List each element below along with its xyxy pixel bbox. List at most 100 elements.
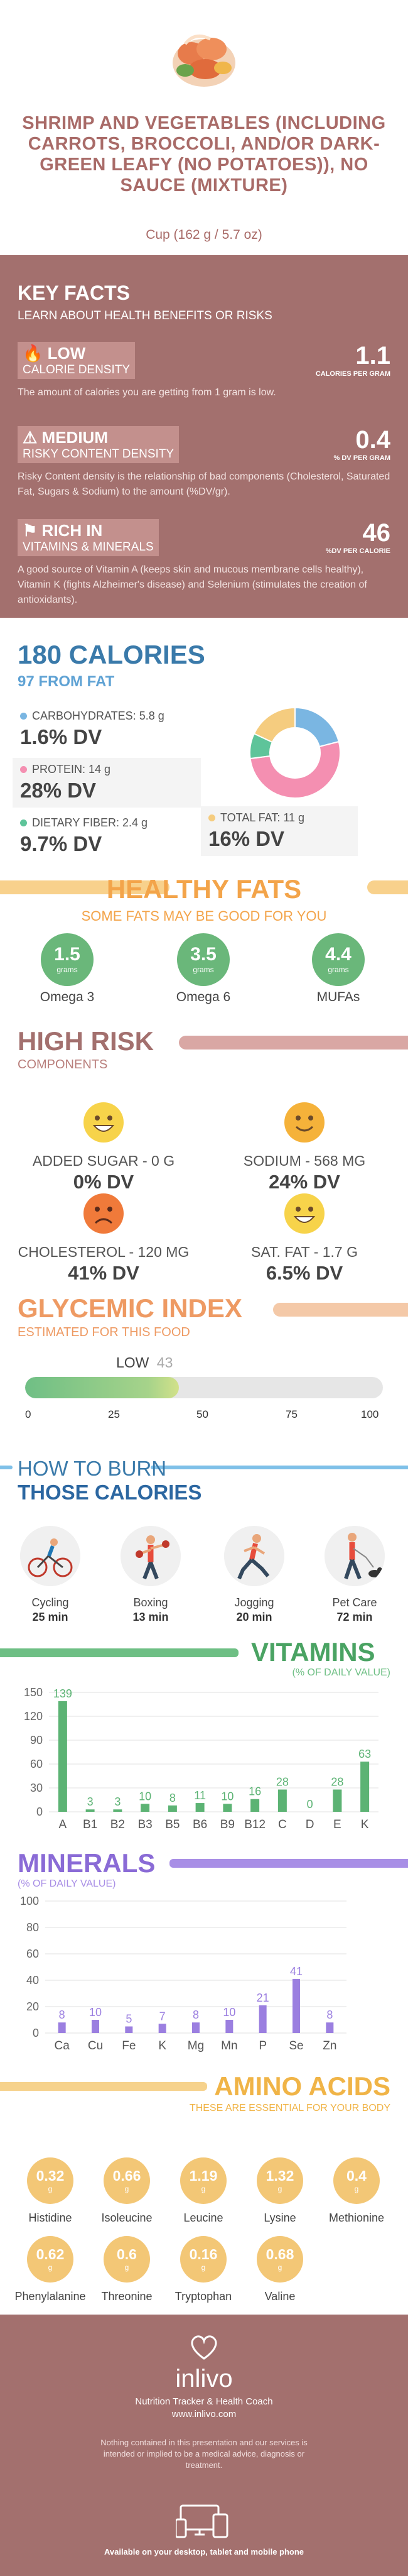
decor-band <box>367 880 408 894</box>
minerals-section: MINERALS (% OF DAILY VALUE) 0 20 40 60 80 100… <box>0 1843 408 2066</box>
amino-value: 1.32 <box>266 2168 294 2184</box>
amino-circle: 0.16 g <box>180 2236 227 2283</box>
key-fact-description: A good source of Vitamin A (keeps skin a… <box>18 564 367 605</box>
fat-name: Omega 6 <box>176 990 231 1004</box>
amino-name: Phenylalanine <box>14 2290 86 2303</box>
amino-title: AMINO ACIDS <box>214 2071 390 2101</box>
bar-value-label: 28 <box>276 1776 289 1789</box>
minerals-subtitle: (% OF DAILY VALUE) <box>18 1878 116 1889</box>
high-risk-subtitle: COMPONENTS <box>18 1058 108 1072</box>
minerals-title: MINERALS <box>18 1848 156 1878</box>
fat-value: 1.5 <box>54 944 80 965</box>
key-fact-description: Risky Content density is the relationshi… <box>18 471 390 497</box>
bar-b1 <box>85 1809 95 1812</box>
bar-fe <box>125 2026 133 2033</box>
decor-band <box>273 1303 408 1317</box>
key-fact-value: 1.1 <box>355 342 390 370</box>
nutrient-carbohydrates: CARBOHYDRATES: 5.8 g 1.6% DV <box>18 704 167 754</box>
fat-value: 3.5 <box>190 944 217 965</box>
y-tick-label: 80 <box>26 1921 39 1934</box>
bar-value-label: 10 <box>89 2006 102 2019</box>
glycemic-value: 43 <box>156 1354 173 1371</box>
activity-cycling: Cycling 25 min <box>9 1526 91 1624</box>
activity-time: 25 min <box>32 1611 68 1623</box>
glycemic-fill <box>25 1377 180 1398</box>
y-tick-label: 20 <box>26 2000 39 2013</box>
heart-logo-icon <box>191 2335 217 2360</box>
amino-name: Methionine <box>328 2212 385 2224</box>
bar-mn <box>225 2020 234 2033</box>
risk-dv: 24% DV <box>269 1171 340 1193</box>
cycling-icon <box>20 1526 80 1586</box>
bar-value-label: 0 <box>307 1798 313 1811</box>
healthy-fats-subtitle: SOME FATS MAY BE GOOD FOR YOU <box>81 908 327 924</box>
amino-acids-section: AMINO ACIDS THESE ARE ESSENTIAL FOR YOUR… <box>0 2066 408 2315</box>
key-facts-section: KEY FACTS LEARN ABOUT HEALTH BENEFITS OR… <box>0 255 408 618</box>
bar-b2 <box>113 1809 122 1812</box>
fat-unit: grams <box>328 965 349 974</box>
amino-unit: g <box>124 2263 129 2272</box>
amino-value: 0.16 <box>189 2246 218 2262</box>
footer-url[interactable]: www.inlivo.com <box>171 2409 237 2420</box>
nutrient-fiber: DIETARY FIBER: 2.4 g 9.7% DV <box>18 811 150 861</box>
key-fact-unit: %DV PER CALORIE <box>325 547 390 555</box>
x-tick-label: A <box>59 1818 67 1831</box>
healthy-fats-section: HEALTHY FATS SOME FATS MAY BE GOOD FOR Y… <box>0 863 408 1007</box>
macronutrient-donut-chart <box>249 706 341 799</box>
bar-value-label: 10 <box>223 2006 235 2019</box>
x-tick-label: B1 <box>83 1818 97 1831</box>
bar-value-label: 28 <box>331 1776 343 1789</box>
amino-value: 0.62 <box>36 2246 65 2262</box>
legend-dot <box>208 814 215 821</box>
amino-unit: g <box>201 2263 206 2272</box>
x-tick-label: C <box>278 1818 287 1831</box>
x-tick-label: E <box>333 1818 341 1831</box>
amino-name: Tryptophan <box>174 2290 232 2303</box>
risk-added-sugar: ADDED SUGAR - 0 g 0% DV <box>9 1102 198 1193</box>
amino-name: Lysine <box>264 2212 296 2224</box>
bar-value-label: 63 <box>358 1748 371 1760</box>
amino-circle: 1.32 g <box>257 2157 303 2204</box>
decor-band <box>0 1648 239 1657</box>
donut-slice-carbohydrates <box>294 706 340 748</box>
x-tick-label: P <box>259 2039 267 2053</box>
bar-value-label: 10 <box>221 1790 234 1802</box>
glycemic-track <box>25 1377 383 1398</box>
amino-unit: g <box>48 2263 53 2272</box>
high-risk-title: HIGH RISK <box>18 1026 154 1056</box>
decor-band <box>169 1859 408 1868</box>
amino-circle: 1.19 g <box>180 2157 227 2204</box>
calories-title: 180 CALORIES <box>18 640 205 669</box>
vitamins-title: VITAMINS <box>251 1637 375 1667</box>
bar-value-label: 8 <box>326 2009 333 2021</box>
activity-name: Cycling <box>31 1596 69 1609</box>
glycemic-tick: 0 <box>25 1408 31 1420</box>
bar-k <box>158 2024 166 2033</box>
bar-zn <box>326 2022 334 2033</box>
amino-unit: g <box>277 2263 282 2272</box>
bar-value-label: 10 <box>139 1790 151 1802</box>
decor-band <box>151 1466 408 1469</box>
nutrient-protein: PROTEIN: 14 g 28% DV <box>13 758 201 808</box>
bar-a <box>58 1701 67 1812</box>
glycemic-tick: 25 <box>108 1408 120 1420</box>
y-tick-label: 0 <box>36 1806 43 1818</box>
bar-value-label: 8 <box>193 2009 199 2021</box>
amino-circle: 0.6 g <box>104 2236 150 2283</box>
risk-label: ADDED SUGAR - 0 g <box>32 1153 175 1169</box>
x-tick-label: B12 <box>244 1818 266 1831</box>
amino-unit: g <box>354 2184 359 2193</box>
key-fact-label: RISKY CONTENT DENSITY <box>23 447 174 461</box>
activity-time: 20 min <box>236 1611 272 1623</box>
vitamins-bar-chart: 0 30 60 90 120 150 139 A 3 B1 3 B2 10 B3 8 B5 11 B6 10 B9 16… <box>24 1686 378 1831</box>
amino-circle: 0.4 g <box>333 2157 380 2204</box>
amino-value: 1.19 <box>189 2168 218 2184</box>
key-fact-calorie-density: 🔥 LOW CALORIE DENSITY 1.1 CALORIES PER G… <box>18 342 390 400</box>
decor-band <box>0 2082 207 2091</box>
risk-dv: 0% DV <box>73 1171 134 1193</box>
minerals-bar-chart: 0 20 40 60 80 100 8 Ca 10 Cu 5 Fe 7 K 8 Mg 10 Mn 21 P 41 Se 8 Z… <box>20 1895 346 2053</box>
x-tick-label: Se <box>289 2039 303 2053</box>
bar-value-label: 7 <box>159 2010 166 2022</box>
nutrient-dv: 28% DV <box>20 779 97 802</box>
key-fact-level: LOW <box>47 344 86 363</box>
